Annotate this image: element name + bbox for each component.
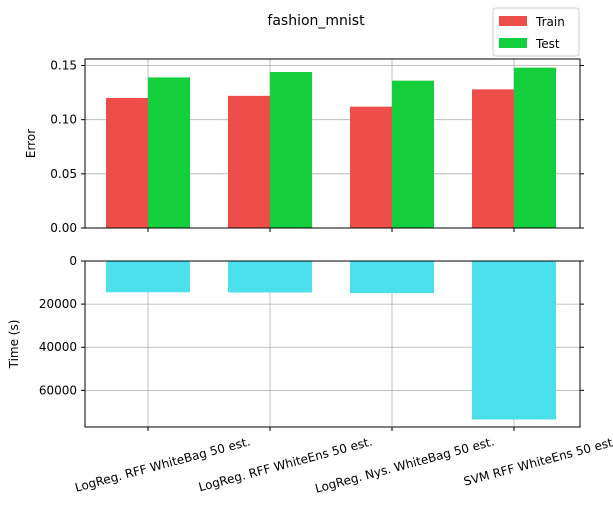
y-axis-label: Time (s) (7, 320, 21, 370)
y-tick-label: 20000 (39, 297, 77, 311)
time-panel: 0 20000 40000 60000 Time (s) (7, 254, 584, 431)
legend-swatch-test (499, 38, 527, 48)
bar-train-0 (106, 98, 148, 228)
bar-train-3 (472, 89, 514, 228)
bar-train-1 (228, 95, 270, 228)
bar-time-0 (106, 261, 190, 293)
bar-time-1 (228, 261, 312, 293)
bar-test-0 (148, 77, 190, 229)
plot-frame (84, 260, 581, 428)
legend-label: Test (535, 37, 560, 51)
legend: Train Test (492, 7, 580, 57)
y-tick-label: 60000 (39, 383, 77, 397)
y-tick-label: 0.00 (50, 221, 77, 235)
y-tick-label: 0.15 (50, 59, 77, 73)
plot-frame (84, 58, 581, 229)
chart-title: fashion_mnist (267, 13, 365, 29)
legend-label: Train (535, 15, 565, 29)
bar-train-2 (350, 106, 392, 228)
x-tick-labels: LogReg. RFF WhiteBag 50 est.LogReg. RFF … (73, 434, 613, 495)
y-tick-label: 0.10 (50, 113, 77, 127)
y-axis-label: Error (24, 129, 38, 158)
y-tick-label: 0 (69, 254, 77, 268)
bar-test-3 (514, 67, 556, 229)
bar-test-2 (392, 80, 434, 229)
legend-swatch-train (499, 16, 527, 26)
y-tick-label: 40000 (39, 340, 77, 354)
bar-test-1 (270, 72, 312, 228)
error-panel: 0.00 0.05 0.10 0.15 Error (24, 58, 584, 235)
bar-time-3 (472, 261, 556, 420)
y-tick-label: 0.05 (50, 167, 77, 181)
bar-time-2 (350, 261, 434, 294)
